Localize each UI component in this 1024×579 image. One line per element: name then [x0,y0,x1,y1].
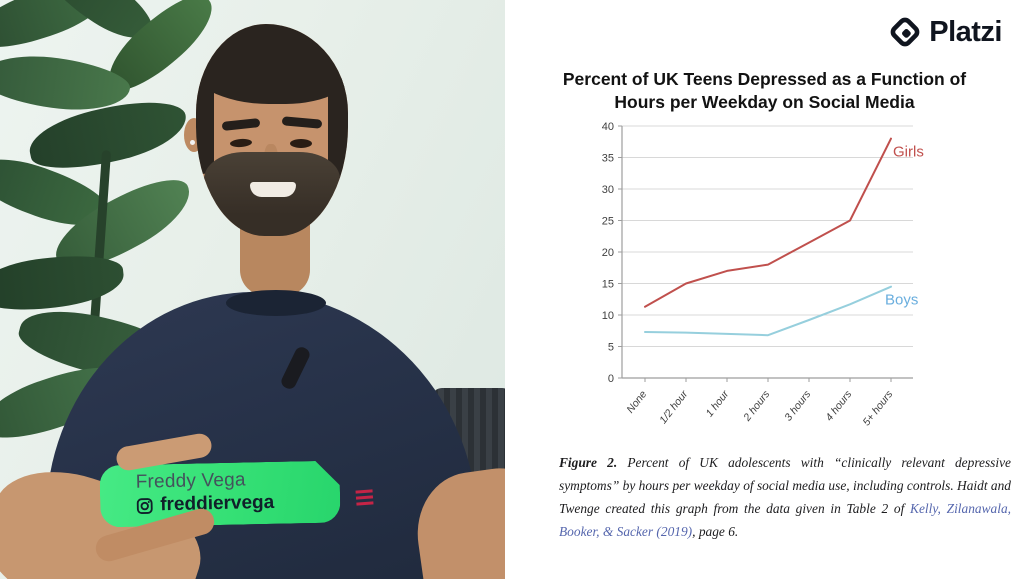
figure-caption-label: Figure 2. [559,455,618,471]
shirt-logo [355,489,374,506]
svg-text:15: 15 [602,279,614,291]
svg-text:20: 20 [602,247,614,259]
figure-caption-text: Percent of UK adolescents with “clinical… [559,455,1011,517]
svg-text:3 hours: 3 hours [782,388,813,424]
platzi-logo-text: Platzi [929,15,1002,48]
mouth-smile [250,182,296,197]
presenter-instagram-handle: freddiervega [159,491,275,516]
svg-text:40: 40 [602,121,614,133]
plant-leaf [0,250,127,316]
figure-caption-tail: , page 6. [692,524,739,540]
instagram-icon [136,497,153,514]
eye [229,138,253,148]
svg-text:0: 0 [608,373,614,385]
series-label-boys: Boys [885,292,918,309]
eye [290,139,312,148]
person-head [196,24,348,236]
series-label-girls: Girls [893,144,924,161]
chart-title: Percent of UK Teens Depressed as a Funct… [562,69,967,112]
platzi-logo: Platzi [887,14,1002,50]
presenter-name: Freddy Vega [135,469,246,493]
presenter-video: Freddy Vega freddiervega [0,0,505,579]
hair-side [328,78,348,178]
lower-third-nametag: Freddy Vega freddiervega [99,460,340,527]
svg-text:5+ hours: 5+ hours [861,388,896,428]
eyebrow [281,116,323,129]
svg-text:30: 30 [602,184,614,196]
hair [196,24,348,104]
collar-shadow [226,290,326,316]
svg-text:10: 10 [602,310,614,322]
svg-text:5: 5 [608,342,614,354]
figure-caption: Figure 2. Percent of UK adolescents with… [559,451,1011,543]
citation-link[interactable]: Kelly, Zilanawala, Booker, & Sacker (201… [559,501,1011,540]
platzi-logo-icon [887,14,923,50]
svg-text:None: None [624,388,649,415]
eyebrow [221,118,261,131]
hair-side [196,82,214,174]
svg-text:2 hours: 2 hours [741,388,773,424]
svg-text:25: 25 [602,216,614,228]
svg-text:1 hour: 1 hour [704,388,732,419]
earring [190,140,195,145]
svg-text:1/2 hour: 1/2 hour [657,388,690,426]
slide-panel: Platzi Percent of UK Teens Depressed as … [505,0,1024,579]
svg-text:4 hours: 4 hours [823,388,854,424]
depression-chart: 0 5 10 15 20 25 30 35 40 None 1/2 hour 1 hour 2 hour… [580,116,980,436]
svg-text:35: 35 [602,153,614,165]
